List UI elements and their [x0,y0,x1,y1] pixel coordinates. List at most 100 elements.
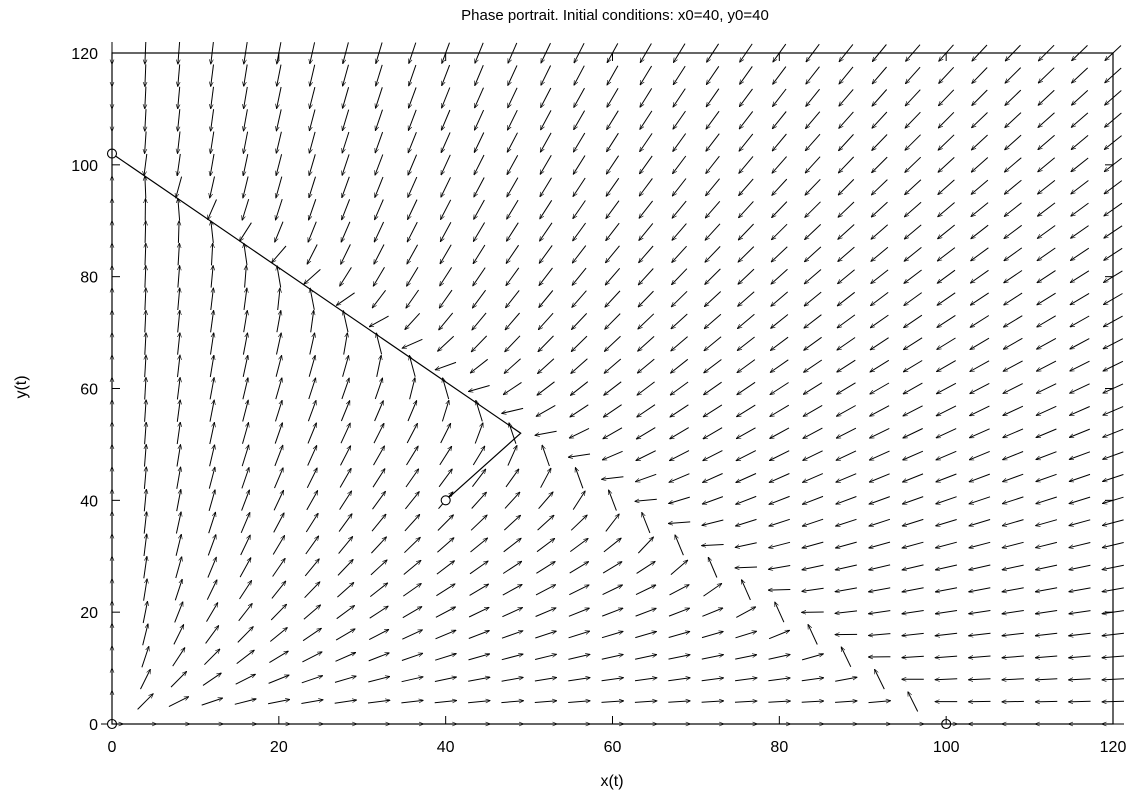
field-arrow [177,355,181,378]
field-arrow [634,678,657,682]
field-arrow [1035,656,1058,658]
field-arrow [971,179,989,194]
field-arrow [401,653,423,661]
field-arrow [1038,67,1055,83]
field-arrow [406,289,420,308]
field-arrow [870,427,890,438]
field-arrow [939,89,955,106]
field-arrow [969,587,991,592]
field-arrow [737,381,756,394]
field-arrow [276,154,283,175]
field-arrow [439,446,452,466]
field-arrow [1069,473,1091,481]
field-arrow [935,656,958,658]
field-arrow [407,401,417,422]
field-arrow [869,564,891,570]
field-arrow [605,313,621,330]
field-arrow [704,381,722,395]
field-arrow [211,64,214,87]
field-arrow [145,333,146,355]
field-arrow [340,267,352,286]
field-arrow [640,88,653,107]
field-arrow [1070,383,1090,393]
field-arrow [145,86,146,109]
field-arrow [208,467,215,489]
field-arrow [176,422,180,445]
vector-field [101,41,1125,724]
field-arrow [439,312,454,330]
field-arrow [836,427,857,438]
x-axis-label: x(t) [600,773,623,790]
field-arrow [1002,541,1024,548]
field-arrow [570,539,588,553]
field-arrow [702,496,724,505]
field-arrow [835,610,858,614]
field-arrow [869,634,891,636]
field-arrow [605,290,621,307]
x-tick-label: 0 [108,739,117,756]
field-arrow [905,89,921,106]
field-arrow [568,453,591,457]
field-arrow [702,519,724,525]
field-arrow [972,67,988,84]
field-arrow [603,427,623,439]
field-arrow [935,632,958,636]
field-arrow [334,676,356,683]
trajectory-line [111,153,522,501]
field-arrow [310,288,315,310]
field-arrow [211,109,215,131]
field-arrow [469,584,489,596]
field-arrow [442,87,451,108]
field-arrow [435,361,457,369]
field-arrow [375,109,383,131]
field-arrow [634,701,657,703]
field-arrow [902,564,924,570]
field-arrow [508,109,518,130]
field-arrow [309,154,316,175]
field-arrow [904,292,922,306]
field-arrow [602,476,624,480]
field-arrow [903,450,924,460]
field-arrow [542,445,550,467]
field-arrow [304,582,320,599]
field-arrow [902,541,924,548]
field-arrow [574,65,585,85]
field-arrow [969,564,991,570]
field-arrow [770,404,790,416]
field-arrow [538,358,555,374]
field-arrow [375,199,384,220]
field-arrow [207,557,216,578]
field-arrow [1002,632,1024,636]
field-arrow [507,199,519,219]
field-arrow [369,583,387,597]
field-arrow [769,473,790,483]
field-arrow [971,202,989,217]
field-arrow [343,311,349,333]
field-arrow [537,381,555,395]
field-arrow [209,445,215,467]
field-arrow [635,608,657,617]
field-arrow [634,655,657,660]
equilibrium-point [440,495,451,506]
field-arrow [306,491,318,511]
field-arrow [1035,610,1058,614]
field-arrow [371,537,386,554]
x-tick-label: 120 [1100,739,1127,756]
field-arrow [671,313,688,329]
field-arrow [606,177,620,196]
field-arrow [470,358,489,373]
field-arrow [736,518,757,526]
x-tick-label: 100 [933,739,960,756]
field-arrow [836,541,857,548]
field-arrow [408,109,417,131]
field-arrow [935,564,958,570]
field-arrow [937,360,956,372]
field-arrow [938,179,955,195]
field-arrow [1005,134,1022,150]
field-arrow [936,450,957,460]
field-arrow [468,607,489,618]
field-arrow [835,587,857,592]
field-arrow [441,400,449,422]
field-arrow [969,656,991,658]
field-arrow [1069,587,1091,592]
